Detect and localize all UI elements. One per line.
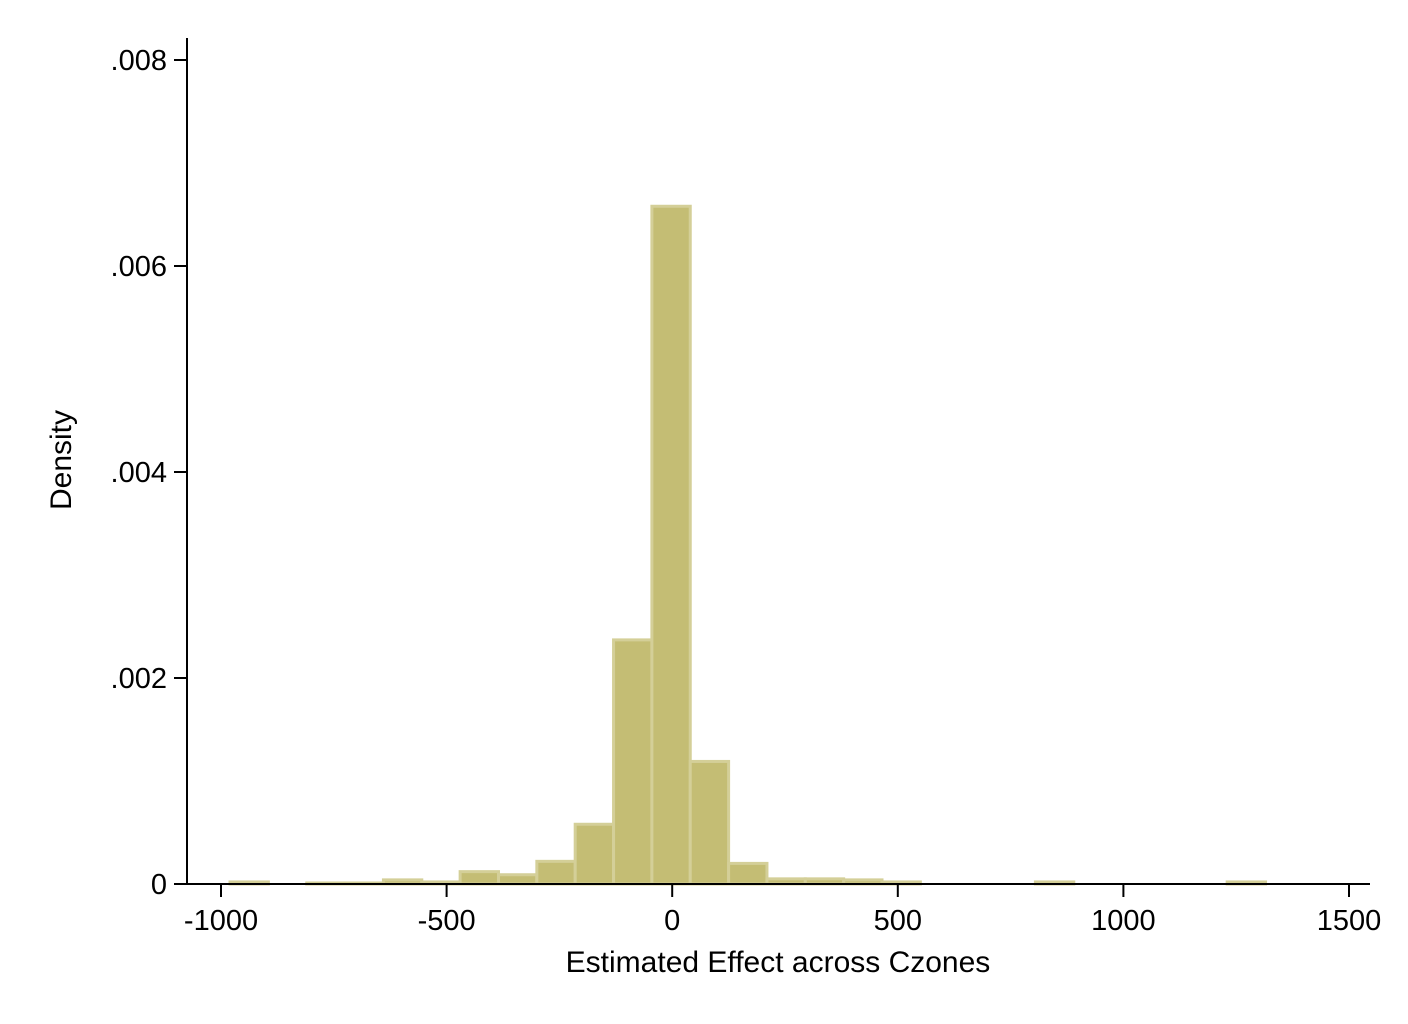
histogram-bar	[496, 873, 539, 886]
histogram-bars	[228, 204, 1268, 886]
x-tick-label: 1500	[1317, 905, 1382, 937]
x-tick-label: 0	[664, 905, 680, 937]
y-tick-label: 0	[151, 869, 167, 901]
histogram-bar	[535, 859, 577, 886]
x-axis-title: Estimated Effect across Czones	[566, 946, 991, 979]
x-axis-ticks: -1000 -500 0 500 1000 1500	[184, 884, 1381, 937]
histogram-bar	[458, 870, 500, 886]
histogram-bar	[727, 861, 769, 886]
x-tick-label: 500	[874, 905, 922, 937]
histogram-bar	[688, 759, 731, 886]
y-tick-label: .002	[111, 663, 167, 695]
histogram-bar	[650, 204, 692, 886]
y-axis-ticks: 0 .002 .004 .006 .008	[111, 45, 187, 901]
x-tick-label: -500	[418, 905, 476, 937]
x-tick-label: 1000	[1091, 905, 1156, 937]
y-tick-label: .004	[111, 457, 167, 489]
x-tick-label: -1000	[184, 905, 258, 937]
histogram-bar	[612, 638, 654, 886]
y-tick-label: .006	[111, 251, 167, 283]
histogram-bar	[573, 822, 616, 886]
y-axis-title: Density	[45, 410, 78, 510]
y-tick-label: .008	[111, 45, 167, 77]
